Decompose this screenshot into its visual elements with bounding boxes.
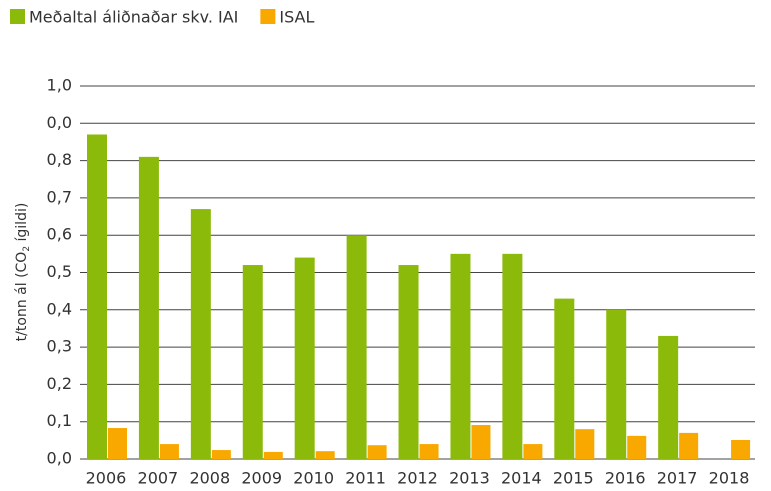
bar — [315, 451, 335, 459]
y-tick-label: 0,8 — [47, 150, 72, 169]
y-tick-label: 0,2 — [47, 374, 72, 393]
bar — [679, 432, 699, 459]
bar — [450, 253, 471, 459]
x-tick-label: 2015 — [553, 469, 594, 488]
y-tick-label: 0,7 — [47, 187, 72, 206]
bar — [108, 428, 127, 459]
bar — [554, 298, 575, 459]
bar — [190, 209, 211, 459]
y-tick-label: 0,6 — [47, 225, 72, 244]
y-tick-label: 0,0 — [47, 449, 72, 468]
bar — [502, 253, 523, 459]
y-label-part: ígildi) — [14, 203, 30, 246]
bar — [627, 435, 647, 459]
y-tick-label: 0,3 — [47, 337, 72, 356]
bar — [523, 444, 543, 459]
legend-swatch — [260, 9, 276, 24]
x-tick-label: 2008 — [189, 469, 230, 488]
x-tick-label: 2017 — [657, 469, 698, 488]
x-tick-label: 2009 — [241, 469, 282, 488]
x-tick-label: 2012 — [397, 469, 438, 488]
x-tick-label: 2007 — [138, 469, 179, 488]
y-tick-label: 1,0 — [47, 76, 72, 95]
bar — [658, 335, 679, 459]
bar — [606, 309, 627, 459]
x-tick-label: 2011 — [345, 469, 386, 488]
bar — [367, 445, 387, 459]
y-label-part: t/tonn ál (CO — [14, 252, 30, 342]
legend-label: Meðaltal áliðnaðar skv. IAI — [29, 8, 238, 27]
y-axis-label: t/tonn ál (CO2 ígildi) — [14, 203, 32, 342]
bar — [731, 439, 751, 459]
bar — [471, 425, 491, 459]
x-tick-label: 2006 — [86, 469, 127, 488]
legend-label: ISAL — [279, 8, 314, 27]
y-label-sub: 2 — [22, 246, 32, 252]
y-tick-label: 0,5 — [47, 262, 72, 281]
y-tick-label: 0,0 — [47, 113, 72, 132]
x-tick-label: 2018 — [709, 469, 750, 488]
bar — [87, 134, 107, 460]
x-tick-label: 2010 — [293, 469, 334, 488]
x-tick-label: 2014 — [501, 469, 542, 488]
y-tick-label: 0,1 — [47, 411, 72, 430]
bar — [575, 429, 595, 459]
bar — [346, 235, 367, 459]
bar — [398, 265, 419, 459]
x-tick-label: 2016 — [605, 469, 646, 488]
bar — [211, 450, 231, 459]
legend-swatch — [10, 9, 25, 24]
bar — [294, 257, 315, 459]
bar — [242, 265, 263, 459]
bar — [159, 444, 179, 459]
bar — [263, 451, 283, 459]
x-tick-label: 2013 — [449, 469, 490, 488]
bar — [419, 444, 439, 459]
y-tick-label: 0,4 — [47, 299, 72, 318]
bar — [138, 156, 159, 459]
